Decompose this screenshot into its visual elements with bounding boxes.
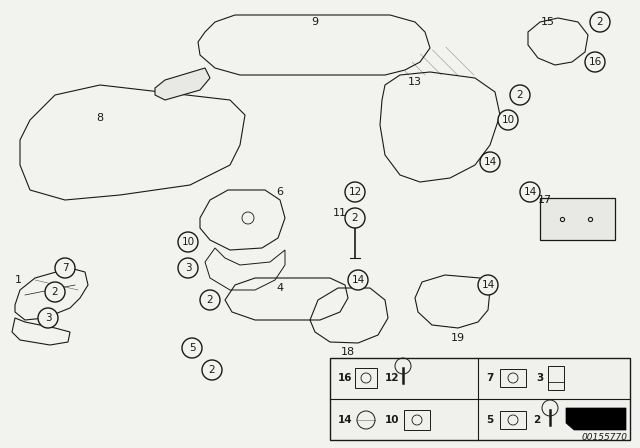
Text: 2: 2: [533, 415, 540, 425]
Circle shape: [345, 182, 365, 202]
Text: 19: 19: [451, 333, 465, 343]
Text: 10: 10: [181, 237, 195, 247]
Polygon shape: [155, 68, 210, 100]
Circle shape: [182, 338, 202, 358]
Text: 13: 13: [408, 77, 422, 87]
Bar: [404, 410, 430, 430]
Text: 10: 10: [385, 415, 399, 425]
Text: 17: 17: [538, 195, 552, 205]
Text: 12: 12: [385, 373, 399, 383]
Polygon shape: [566, 408, 626, 430]
Text: 14: 14: [351, 275, 365, 285]
Text: 16: 16: [338, 373, 353, 383]
Text: 00155770: 00155770: [582, 433, 628, 442]
Bar: [330, 358, 630, 440]
Circle shape: [478, 275, 498, 295]
Circle shape: [510, 85, 530, 105]
Circle shape: [520, 182, 540, 202]
Text: 5: 5: [189, 343, 195, 353]
Text: 2: 2: [207, 295, 213, 305]
Text: 4: 4: [276, 283, 284, 293]
Circle shape: [38, 308, 58, 328]
Circle shape: [55, 258, 75, 278]
Circle shape: [480, 152, 500, 172]
Text: 2: 2: [516, 90, 524, 100]
Text: 8: 8: [97, 113, 104, 123]
Text: 10: 10: [501, 115, 515, 125]
Text: 16: 16: [588, 57, 602, 67]
Circle shape: [178, 258, 198, 278]
Text: 14: 14: [338, 415, 353, 425]
Text: 2: 2: [596, 17, 604, 27]
Bar: [355, 368, 377, 388]
Text: 3: 3: [185, 263, 191, 273]
Text: 7: 7: [61, 263, 68, 273]
Text: 2: 2: [209, 365, 215, 375]
Circle shape: [345, 208, 365, 228]
Circle shape: [45, 282, 65, 302]
Circle shape: [498, 110, 518, 130]
Text: 1: 1: [15, 275, 22, 285]
Text: 14: 14: [483, 157, 497, 167]
Bar: [548, 366, 564, 390]
Text: 3: 3: [536, 373, 543, 383]
Bar: [500, 369, 526, 387]
Text: 5: 5: [486, 415, 493, 425]
Bar: [500, 411, 526, 429]
Text: 15: 15: [541, 17, 555, 27]
Circle shape: [200, 290, 220, 310]
Circle shape: [590, 12, 610, 32]
Circle shape: [585, 52, 605, 72]
Text: 14: 14: [524, 187, 536, 197]
Text: 7: 7: [486, 373, 493, 383]
Text: 12: 12: [348, 187, 362, 197]
Text: 6: 6: [276, 187, 284, 197]
Text: 2: 2: [52, 287, 58, 297]
Text: 14: 14: [481, 280, 495, 290]
Text: 18: 18: [341, 347, 355, 357]
Text: 9: 9: [312, 17, 319, 27]
Text: 11: 11: [333, 208, 347, 218]
Circle shape: [178, 232, 198, 252]
Bar: [540, 198, 615, 240]
Circle shape: [202, 360, 222, 380]
Text: 3: 3: [45, 313, 51, 323]
Text: 2: 2: [352, 213, 358, 223]
Circle shape: [348, 270, 368, 290]
